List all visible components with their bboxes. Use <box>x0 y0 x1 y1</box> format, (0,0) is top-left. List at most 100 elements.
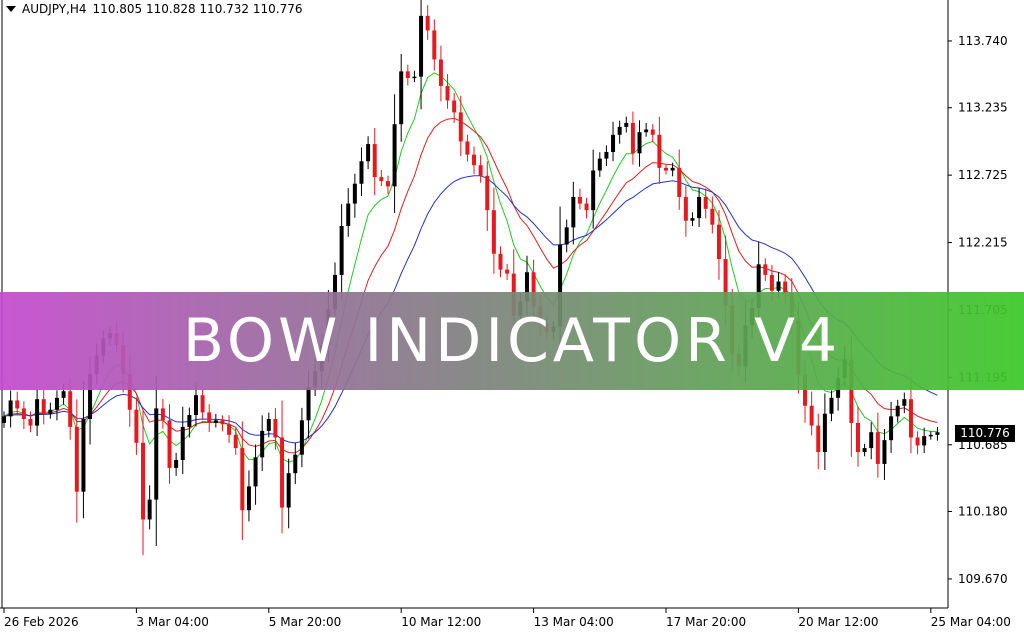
candle-body <box>293 454 298 474</box>
candle-body <box>432 30 437 60</box>
candle-body <box>617 126 622 135</box>
candle-body <box>710 208 715 225</box>
candle-body <box>174 459 179 468</box>
candle-body <box>683 196 688 221</box>
candle-body <box>372 144 377 178</box>
moving-average-lines <box>3 72 938 463</box>
candle-body <box>187 415 192 427</box>
current-price-tag: 110.776 <box>955 425 1015 442</box>
banner-title: BOW INDICATOR V4 <box>182 306 842 376</box>
candle-body <box>419 15 424 77</box>
time-tick-label: 5 Mar 20:00 <box>269 615 342 629</box>
candles <box>2 0 940 556</box>
candle-body <box>505 269 510 274</box>
candle-body <box>677 167 682 197</box>
candle-body <box>127 374 132 410</box>
candle-body <box>849 359 854 423</box>
candle-body <box>154 408 159 500</box>
price-tick-label: 113.235 <box>958 101 1008 115</box>
candle-body <box>21 408 26 419</box>
candle-body <box>776 281 781 291</box>
candle-body <box>624 122 629 127</box>
candle-body <box>405 71 410 78</box>
candle-body <box>664 167 668 171</box>
candle-body <box>723 259 728 306</box>
candle-body <box>392 124 397 187</box>
candle-body <box>81 418 86 492</box>
candle-body <box>472 154 477 166</box>
price-tick-label: 112.215 <box>958 236 1008 250</box>
candle-body <box>339 226 344 275</box>
candle-body <box>233 434 238 449</box>
candle-body <box>875 432 880 464</box>
candle-body <box>703 196 708 209</box>
candle-body <box>928 434 933 437</box>
candle-body <box>385 181 390 187</box>
candle-body <box>763 264 768 275</box>
time-tick-label: 20 Mar 12:00 <box>798 615 878 629</box>
candle-body <box>266 418 271 431</box>
candle-body <box>657 134 662 168</box>
candle-body <box>352 183 357 204</box>
candle-body <box>207 412 212 423</box>
candle-body <box>359 161 364 184</box>
candle-body <box>577 196 582 204</box>
candle-body <box>670 167 675 171</box>
candle-body <box>299 420 304 455</box>
candle-body <box>28 418 33 426</box>
candle-body <box>68 391 73 427</box>
candle-body <box>803 375 808 406</box>
candle-body <box>769 274 774 291</box>
candle-body <box>200 395 205 413</box>
candle-body <box>922 436 927 446</box>
candle-body <box>716 224 721 260</box>
candle-body <box>141 442 146 520</box>
candle-body <box>889 416 894 441</box>
symbol-label: AUDJPY,H4 <box>22 2 87 16</box>
time-tick-label: 13 Mar 04:00 <box>534 615 614 629</box>
candle-body <box>895 405 900 417</box>
candle-body <box>558 244 563 327</box>
candle-body <box>822 413 827 453</box>
candle-body <box>591 170 596 211</box>
candle-body <box>690 218 695 221</box>
candle-body <box>478 165 483 176</box>
candle-body <box>445 85 450 101</box>
candle-body <box>8 400 13 417</box>
candle-body <box>41 399 46 414</box>
candle-body <box>485 175 490 211</box>
candle-body <box>412 76 417 79</box>
candle-body <box>147 499 152 520</box>
candle-body <box>855 422 860 453</box>
candle-body <box>399 71 404 125</box>
candle-body <box>465 141 470 155</box>
candle-body <box>180 426 185 460</box>
candle-body <box>697 196 702 219</box>
fast-ma-line <box>3 72 938 463</box>
candle-body <box>48 409 53 414</box>
time-tick-label: 17 Mar 20:00 <box>666 615 746 629</box>
candle-body <box>816 425 821 453</box>
candle-body <box>35 399 40 426</box>
candle-body <box>650 129 655 135</box>
candle-body <box>915 437 920 446</box>
candle-body <box>366 144 371 162</box>
price-tick-label: 112.725 <box>958 168 1008 182</box>
candle-body <box>306 387 311 421</box>
candle-body <box>61 391 66 398</box>
candle-body <box>160 408 165 421</box>
candle-body <box>882 440 887 464</box>
candle-body <box>584 203 589 211</box>
dropdown-triangle-icon[interactable] <box>6 6 16 12</box>
candle-body <box>346 203 351 227</box>
candle-body <box>220 420 225 425</box>
candle-body <box>240 448 245 511</box>
candle-body <box>134 409 139 443</box>
candle-body <box>935 432 940 435</box>
candle-body <box>498 253 503 270</box>
candle-body <box>491 210 496 254</box>
time-axis: 26 Feb 2026 3 Mar 04:00 5 Mar 20:00 10 Mar … <box>3 608 1011 629</box>
candle-body <box>564 227 569 245</box>
candle-body <box>438 59 443 86</box>
